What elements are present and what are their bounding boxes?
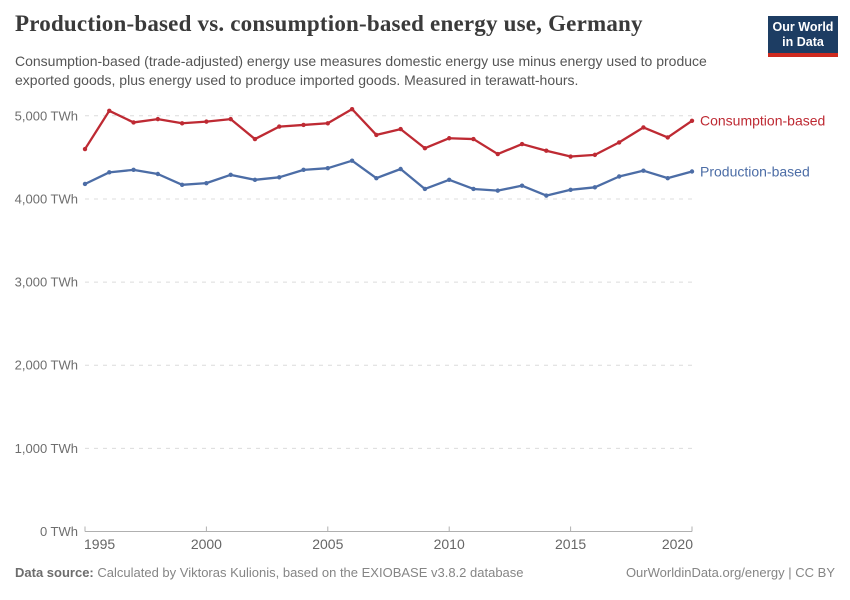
data-point-consumption-based [107, 108, 112, 114]
data-point-production-based [422, 186, 428, 192]
data-point-production-based [277, 175, 282, 180]
y-axis-tick-label: 4,000 TWh [15, 191, 78, 206]
logo-line1: Our World [772, 20, 834, 34]
data-point-production-based [495, 188, 500, 193]
data-point-production-based [641, 168, 646, 173]
data-point-production-based [252, 177, 258, 183]
data-point-consumption-based [519, 141, 525, 147]
data-point-production-based [301, 167, 306, 173]
data-point-production-based [107, 170, 112, 175]
x-axis-tick-label: 2020 [662, 536, 693, 552]
y-axis-tick-label: 0 TWh [40, 524, 78, 539]
data-point-consumption-based [301, 122, 306, 128]
data-point-production-based [374, 175, 379, 181]
data-point-production-based [665, 175, 670, 181]
data-point-production-based [544, 193, 549, 198]
x-axis-tick-label: 2005 [312, 536, 343, 552]
data-point-production-based [131, 167, 136, 173]
data-point-production-based [519, 183, 525, 188]
data-point-production-based [155, 171, 161, 177]
data-point-consumption-based [325, 121, 330, 126]
data-point-production-based [228, 172, 233, 178]
chart-subtitle: Consumption-based (trade-adjusted) energ… [15, 53, 707, 88]
data-point-production-based [616, 174, 622, 179]
y-axis-tick-label: 3,000 TWh [15, 275, 78, 290]
data-point-consumption-based [544, 148, 549, 153]
data-point-production-based [325, 165, 330, 171]
y-axis-tick-label: 2,000 TWh [15, 358, 78, 373]
x-axis-tick-label: 2010 [434, 536, 465, 552]
data-point-consumption-based [495, 151, 500, 157]
data-point-production-based [592, 185, 598, 190]
data-point-consumption-based [82, 146, 88, 152]
logo-line2: in Data [782, 35, 824, 49]
x-axis-tick-label: 2000 [191, 536, 222, 552]
series-label-consumption-based: Consumption-based [700, 113, 825, 129]
data-source-text: Calculated by Viktoras Kulionis, based o… [97, 565, 524, 580]
data-point-consumption-based [228, 116, 233, 122]
data-point-production-based [447, 177, 452, 183]
x-axis-tick-label: 2015 [555, 536, 586, 552]
data-source-label: Data source: [15, 565, 94, 580]
chart-footer: Data source: Calculated by Viktoras Kuli… [15, 565, 835, 580]
data-point-production-based [349, 158, 355, 163]
data-point-consumption-based [131, 120, 136, 125]
series-line-consumption-based [83, 107, 694, 158]
data-point-consumption-based [179, 121, 185, 126]
data-point-consumption-based [592, 152, 598, 158]
data-point-consumption-based [471, 136, 476, 142]
data-point-consumption-based [349, 106, 355, 112]
data-point-consumption-based [568, 154, 573, 159]
data-point-production-based [398, 166, 403, 172]
data-point-production-based [689, 169, 695, 174]
chart-title: Production-based vs. consumption-based e… [15, 11, 643, 36]
credit-line: OurWorldinData.org/energy | CC BY [625, 565, 835, 580]
series-line-production-based [83, 159, 694, 197]
data-point-production-based [568, 187, 573, 192]
data-point-consumption-based [665, 135, 670, 140]
x-axis-tick-label: 1995 [84, 536, 115, 552]
data-point-production-based [204, 180, 209, 186]
series-label-production-based: Production-based [700, 163, 810, 179]
data-point-consumption-based [277, 124, 282, 129]
data-point-production-based [471, 186, 476, 192]
data-point-production-based [82, 181, 88, 187]
data-point-consumption-based [422, 146, 428, 151]
data-point-consumption-based [374, 132, 379, 138]
y-axis-tick-label: 1,000 TWh [15, 441, 78, 456]
owid-logo: Our World in Data [768, 16, 838, 57]
y-axis-tick-label: 5,000 TWh [15, 108, 78, 123]
data-point-consumption-based [155, 116, 161, 122]
data-point-consumption-based [398, 126, 403, 132]
data-point-consumption-based [252, 136, 258, 142]
data-point-consumption-based [447, 136, 452, 141]
data-source: Data source: Calculated by Viktoras Kuli… [15, 565, 524, 580]
data-point-consumption-based [204, 119, 209, 124]
data-point-consumption-based [616, 140, 622, 145]
data-point-consumption-based [641, 125, 646, 130]
data-point-consumption-based [689, 118, 695, 123]
data-point-production-based [179, 182, 185, 188]
